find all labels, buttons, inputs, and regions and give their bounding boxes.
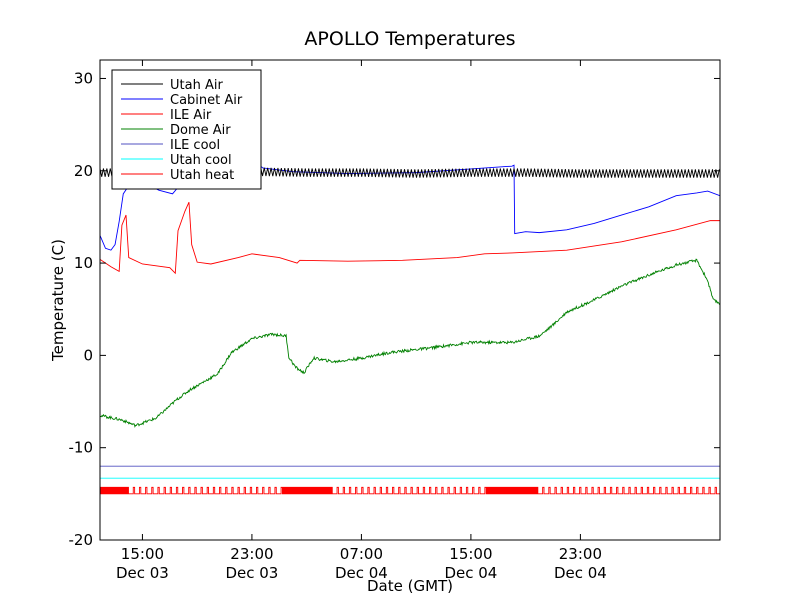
y-tick-label: 10 xyxy=(74,254,93,272)
legend-label: Dome Air xyxy=(170,123,231,138)
x-tick-date-label: Dec 04 xyxy=(554,564,607,582)
chart-title: APOLLO Temperatures xyxy=(304,28,515,50)
y-axis-label: Temperature (C) xyxy=(49,239,67,362)
x-tick-time-label: 15:00 xyxy=(121,545,164,563)
legend-label: Utah heat xyxy=(170,168,234,183)
y-tick-label: 0 xyxy=(83,346,93,364)
y-tick-label: 30 xyxy=(74,69,93,87)
y-tick-label: -20 xyxy=(69,531,94,549)
x-tick-time-label: 23:00 xyxy=(559,545,602,563)
x-tick-date-label: Dec 03 xyxy=(225,564,278,582)
y-tick-label: 20 xyxy=(74,162,93,180)
x-tick-time-label: 23:00 xyxy=(230,545,273,563)
series-line-utah-heat xyxy=(100,486,720,495)
series-layer xyxy=(100,158,720,495)
legend-label: Utah Air xyxy=(170,78,223,93)
y-axis: -20 -10 0 10 20 30 xyxy=(69,69,720,549)
legend-label: ILE cool xyxy=(170,138,220,153)
x-tick-time-label: 07:00 xyxy=(340,545,383,563)
x-tick-time-label: 15:00 xyxy=(449,545,492,563)
x-axis-label: Date (GMT) xyxy=(367,577,453,595)
series-line-dome-air xyxy=(100,258,720,428)
legend-label: Utah cool xyxy=(170,153,232,168)
x-tick-date-label: Dec 03 xyxy=(116,564,169,582)
plot-frame xyxy=(99,59,721,541)
legend-label: ILE Air xyxy=(170,108,212,123)
series-line-ile-air xyxy=(100,201,720,275)
y-tick-label: -10 xyxy=(69,439,94,457)
x-tick-date-label: Dec 04 xyxy=(444,564,497,582)
x-tick-date-label: Dec 04 xyxy=(335,564,388,582)
legend-label: Cabinet Air xyxy=(170,93,243,108)
